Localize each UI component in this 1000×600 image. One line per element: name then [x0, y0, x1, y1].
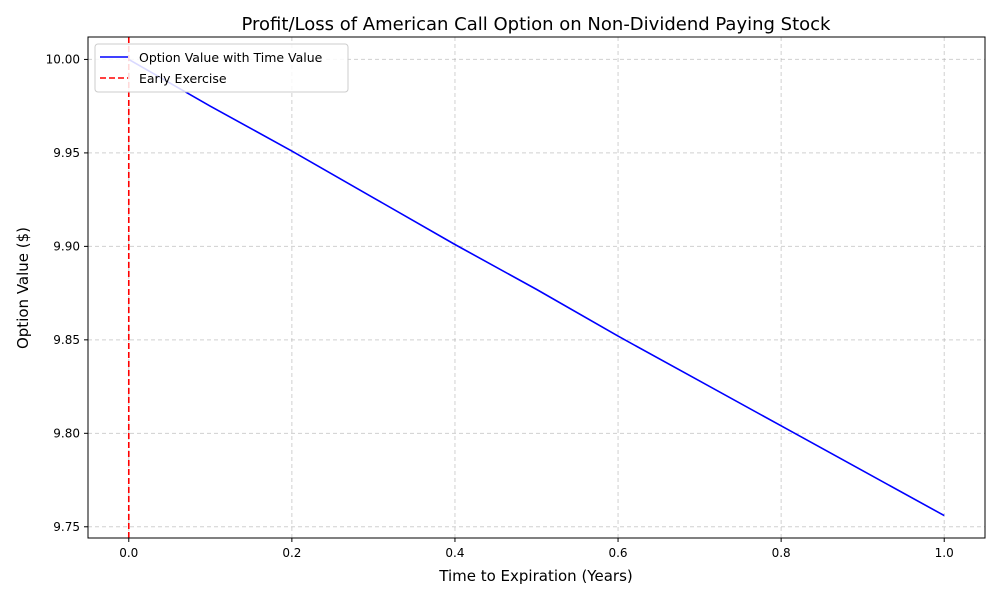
- y-tick-label: 10.00: [46, 52, 80, 66]
- legend: Option Value with Time Value Early Exerc…: [94, 43, 349, 93]
- y-tick-label: 9.75: [53, 520, 80, 534]
- y-tick-label: 9.80: [53, 426, 80, 440]
- x-axis-label: Time to Expiration (Years): [438, 567, 632, 585]
- legend-label-time-value: Option Value with Time Value: [139, 50, 323, 65]
- x-axis-ticks: 0.0 0.2 0.4 0.6 0.8 1.0: [119, 538, 954, 560]
- plot-lines: [127, 37, 945, 538]
- y-axis-ticks: 9.75 9.80 9.85 9.90 9.95 10.00: [46, 52, 88, 534]
- x-tick-label: 0.0: [119, 546, 138, 560]
- legend-label-early-exercise: Early Exercise: [139, 71, 227, 86]
- chart-title: Profit/Loss of American Call Option on N…: [242, 14, 832, 35]
- y-tick-label: 9.90: [53, 239, 80, 253]
- plot-area-frame: [87, 36, 986, 539]
- y-tick-label: 9.95: [53, 146, 80, 160]
- x-tick-label: 0.2: [282, 546, 301, 560]
- y-tick-label: 9.85: [53, 333, 80, 347]
- x-tick-label: 0.6: [608, 546, 627, 560]
- x-tick-label: 0.8: [772, 546, 791, 560]
- x-tick-label: 0.4: [445, 546, 464, 560]
- y-axis-label: Option Value ($): [14, 227, 32, 349]
- x-tick-label: 1.0: [935, 546, 954, 560]
- legend-box: [94, 43, 349, 93]
- series-line-time-value: [128, 58, 945, 517]
